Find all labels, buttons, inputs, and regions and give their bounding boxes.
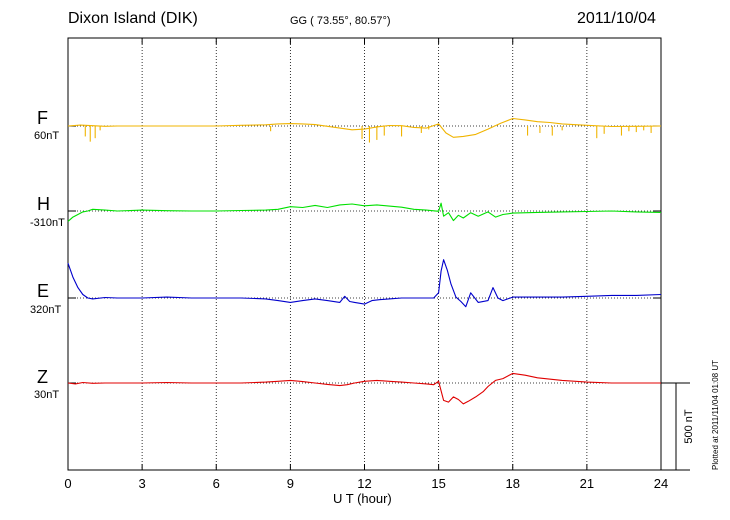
geographic-coordinates: GG ( 73.55°, 80.57°): [290, 15, 391, 27]
baseline-label-z: 30nT: [34, 389, 60, 401]
component-label-h: H: [37, 194, 50, 214]
x-tick-label: 12: [357, 476, 371, 491]
baseline-label-e: 320nT: [30, 304, 62, 316]
plot-date: 2011/10/04: [577, 10, 656, 27]
series-line-z: [67, 372, 661, 405]
x-tick-label: 3: [139, 476, 146, 491]
x-tick-label: 9: [287, 476, 294, 491]
x-axis-label: U T (hour): [333, 491, 392, 506]
series-line-e: [67, 259, 662, 308]
baseline-label-f: 60nT: [34, 130, 60, 142]
x-tick-label: 0: [64, 476, 71, 491]
x-tick-label: 24: [654, 476, 668, 491]
component-label-e: E: [37, 281, 50, 301]
x-tick-label: 15: [431, 476, 445, 491]
x-tick-label: 18: [506, 476, 520, 491]
plotted-timestamp: Plotted at 2011/11/04 01:08 UT: [711, 359, 720, 470]
component-label-z: Z: [37, 367, 48, 387]
series-line-h: [67, 202, 662, 222]
x-tick-label: 21: [580, 476, 594, 491]
component-label-f: F: [37, 108, 48, 128]
scale-bar-label: 500 nT: [683, 409, 695, 444]
baseline-label-h: -310nT: [30, 217, 65, 229]
series-line-f: [67, 117, 662, 138]
station-title: Dixon Island (DIK): [68, 10, 198, 27]
x-tick-label: 6: [213, 476, 220, 491]
